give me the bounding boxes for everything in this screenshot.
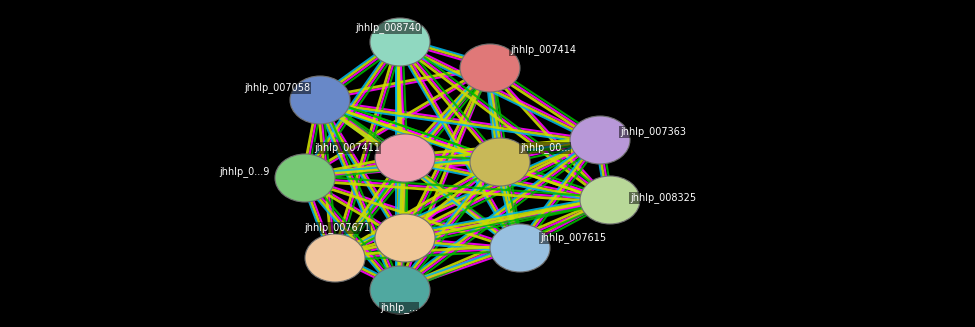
- Text: jhhlp_00...: jhhlp_00...: [520, 143, 570, 153]
- Text: jhhlp_007414: jhhlp_007414: [510, 44, 576, 56]
- Text: jhhlp_007058: jhhlp_007058: [244, 82, 310, 94]
- Text: jhhlp_008740: jhhlp_008740: [355, 23, 421, 33]
- Text: jhhlp_008325: jhhlp_008325: [630, 193, 696, 203]
- Ellipse shape: [470, 138, 530, 186]
- Ellipse shape: [580, 176, 640, 224]
- Ellipse shape: [375, 134, 435, 182]
- Ellipse shape: [375, 214, 435, 262]
- Text: jhhlp_0...9: jhhlp_0...9: [219, 166, 270, 178]
- Ellipse shape: [370, 266, 430, 314]
- Text: jhhlp_007411: jhhlp_007411: [314, 143, 380, 153]
- Text: jhhlp_007615: jhhlp_007615: [540, 232, 606, 244]
- Ellipse shape: [490, 224, 550, 272]
- Text: jhhlp_007363: jhhlp_007363: [620, 127, 686, 137]
- Text: jhhlp_...: jhhlp_...: [380, 302, 418, 314]
- Ellipse shape: [570, 116, 630, 164]
- Ellipse shape: [370, 18, 430, 66]
- Ellipse shape: [460, 44, 520, 92]
- Ellipse shape: [275, 154, 335, 202]
- Text: jhhlp_007671: jhhlp_007671: [304, 223, 370, 233]
- Ellipse shape: [290, 76, 350, 124]
- Ellipse shape: [305, 234, 365, 282]
